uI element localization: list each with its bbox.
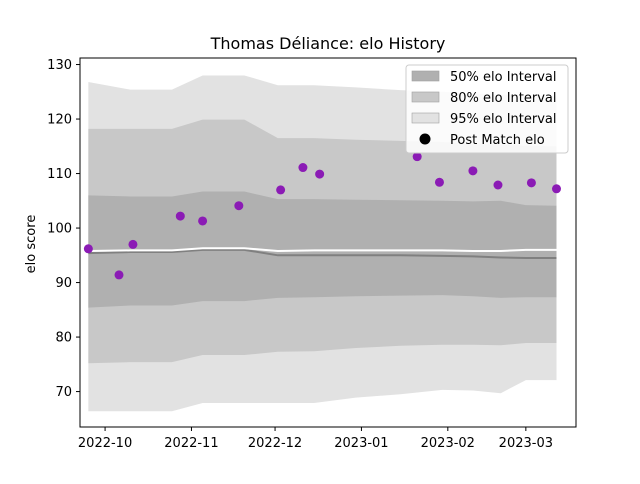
post-match-elo-point-14 xyxy=(551,184,561,194)
post-match-elo-point-7 xyxy=(298,163,308,173)
y-tick-label-4: 110 xyxy=(47,167,72,182)
legend-label-3: Post Match elo xyxy=(450,133,545,148)
plot-area xyxy=(83,75,561,412)
post-match-elo-point-2 xyxy=(128,239,138,249)
median-elo-line xyxy=(88,247,557,252)
x-tick-label-2: 2022-12 xyxy=(248,436,302,451)
post-match-elo-point-0 xyxy=(83,244,93,254)
x-tick-label-4: 2023-02 xyxy=(421,436,475,451)
legend-label-0: 50% elo Interval xyxy=(450,70,557,85)
y-tick-label-3: 100 xyxy=(47,222,72,237)
y-tick-label-5: 120 xyxy=(47,113,72,128)
legend-label-2: 95% elo Interval xyxy=(450,112,557,127)
legend-swatch-1 xyxy=(411,91,440,103)
legend: 50% elo Interval 80% elo Interval 95% elo … xyxy=(405,64,569,154)
y-tick-label-2: 90 xyxy=(55,276,72,291)
x-tick-label-5: 2023-03 xyxy=(499,436,553,451)
post-match-elo-point-13 xyxy=(526,178,536,188)
post-match-elo-point-3 xyxy=(175,211,185,221)
post-match-elo-point-10 xyxy=(434,177,444,187)
post-match-elo-point-1 xyxy=(114,270,124,280)
post-match-elo-point-5 xyxy=(234,201,244,211)
axes: 2022-10 2022-11 2022-12 2023-01 2023-02 2023-… xyxy=(47,57,577,451)
mean-elo-line xyxy=(88,248,557,260)
x-tick-label-3: 2023-01 xyxy=(334,436,388,451)
axes-frame xyxy=(79,57,577,428)
legend-label-1: 80% elo Interval xyxy=(450,91,557,106)
post-match-elo-point-6 xyxy=(276,185,286,195)
x-tick-label-0: 2022-10 xyxy=(78,436,132,451)
y-tick-label-6: 130 xyxy=(47,58,72,73)
post-match-elo-point-4 xyxy=(198,216,208,226)
post-match-elo-point-11 xyxy=(468,166,478,176)
legend-box xyxy=(405,64,569,154)
chart-title: Thomas Déliance: elo History xyxy=(210,34,446,53)
post-match-elo-point-8 xyxy=(315,169,325,179)
legend-swatch-2 xyxy=(411,112,440,124)
x-tick-label-1: 2022-11 xyxy=(164,436,218,451)
y-tick-label-1: 80 xyxy=(55,331,72,346)
legend-marker-3 xyxy=(419,133,431,145)
post-match-elo-point-9 xyxy=(412,152,422,162)
legend-swatch-0 xyxy=(411,70,440,82)
y-axis-label: elo score xyxy=(24,215,39,274)
post-match-elo-point-12 xyxy=(493,180,503,190)
y-tick-label-0: 70 xyxy=(55,385,72,400)
